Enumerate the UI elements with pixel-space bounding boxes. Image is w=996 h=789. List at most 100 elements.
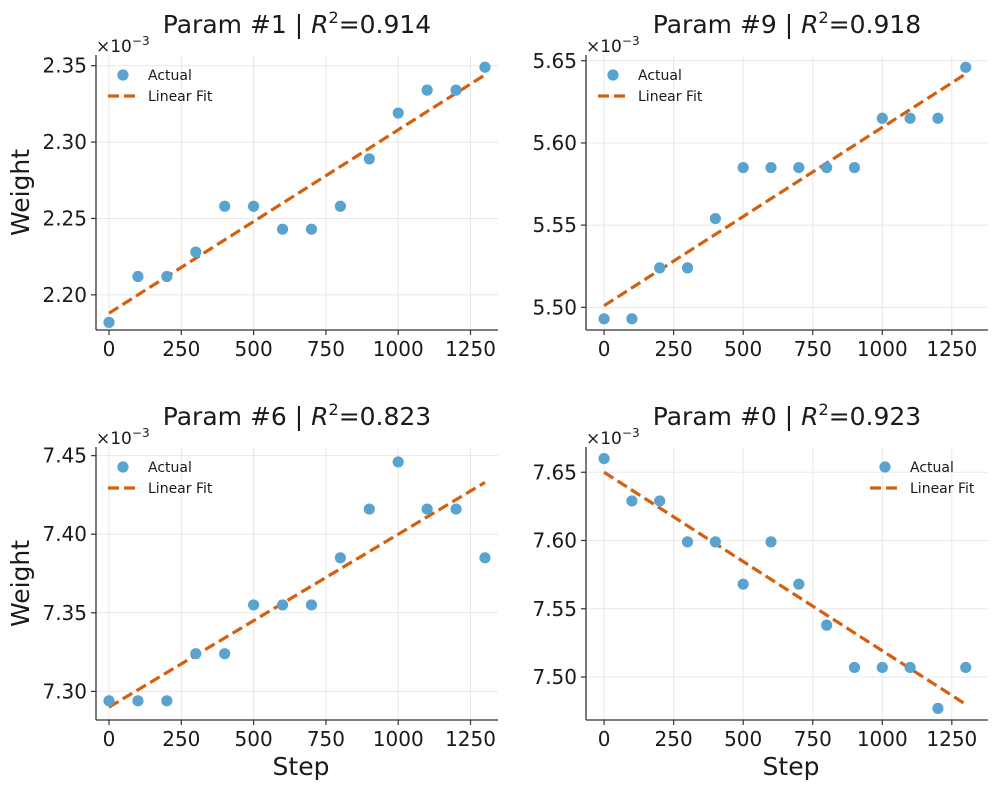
data-point [132, 270, 144, 283]
data-point [821, 619, 833, 631]
data-point [190, 246, 202, 258]
data-point [654, 495, 666, 507]
x-tick-label: 1250 [445, 727, 496, 751]
data-point [932, 702, 944, 714]
data-point [960, 661, 972, 674]
legend: Actual Linear Fit [108, 68, 213, 105]
data-point [876, 112, 888, 124]
data-point [793, 161, 805, 174]
data-point [161, 270, 173, 283]
legend-label-fit: Linear Fit [148, 481, 213, 497]
y-tick-label: 7.45 [42, 444, 87, 468]
data-point [681, 262, 694, 274]
legend-marker-actual [879, 461, 891, 473]
legend-label-actual: Actual [910, 460, 954, 476]
data-point [960, 61, 972, 73]
data-point [904, 112, 916, 124]
data-point [334, 200, 346, 212]
y-tick-label: 5.55 [532, 213, 577, 237]
x-tick-label: 250 [655, 727, 693, 751]
data-point [848, 661, 861, 674]
data-point [450, 84, 462, 96]
data-point [219, 200, 231, 212]
legend-marker-actual [607, 69, 619, 81]
legend-marker-actual [117, 69, 129, 81]
chart-title: Param #1 | R2=0.914 [163, 8, 431, 39]
y-tick-label: 7.30 [42, 679, 87, 703]
x-tick-label: 1000 [857, 337, 908, 361]
data-point [276, 223, 289, 235]
data-point [876, 661, 888, 674]
x-tick-label: 500 [235, 727, 273, 751]
data-point [305, 223, 318, 235]
y-tick-label: 7.60 [532, 529, 577, 553]
data-point [334, 552, 346, 564]
data-point [103, 316, 115, 328]
data-point [190, 648, 202, 660]
y-tick-label: 7.40 [42, 522, 87, 546]
data-point [305, 599, 318, 611]
data-point [248, 200, 260, 212]
y-tick-label: 5.65 [532, 49, 577, 73]
chart-panel-4: 0 250 500 750 1000 1250 7.50 7.55 7.60 7.65 ×10−3 P… [532, 400, 988, 781]
chart-title: Param #9 | R2=0.918 [653, 8, 921, 39]
legend-label-fit: Linear Fit [910, 481, 975, 497]
y-tick-label: 5.60 [532, 131, 577, 155]
data-point [765, 161, 777, 174]
chart-title: Param #6 | R2=0.823 [163, 400, 431, 431]
x-tick-label: 750 [794, 727, 832, 751]
data-point [421, 503, 433, 515]
y-tick-label: 2.25 [42, 206, 87, 230]
data-point [392, 456, 404, 468]
data-point [392, 107, 404, 119]
x-tick-label: 1000 [857, 727, 908, 751]
data-point [654, 262, 666, 274]
x-tick-label: 750 [307, 337, 345, 361]
y-tick-label: 7.50 [532, 665, 577, 689]
legend: Actual Linear Fit [598, 68, 703, 105]
y-offset-label: ×10−3 [586, 34, 640, 57]
y-offset-label: ×10−3 [96, 426, 150, 449]
x-axis-label: Step [273, 752, 330, 781]
legend-label-actual: Actual [638, 68, 682, 84]
chart-panel-3: 0 250 500 750 1000 1250 7.30 7.35 7.40 7.45 ×10−3 P… [6, 400, 498, 781]
data-point [363, 503, 375, 515]
data-point [479, 61, 491, 73]
data-point [793, 578, 805, 590]
data-point [450, 503, 462, 515]
legend-marker-actual [117, 461, 129, 473]
x-tick-label: 0 [103, 337, 116, 361]
data-point [681, 536, 694, 548]
x-tick-label: 750 [307, 727, 345, 751]
x-tick-label: 1250 [926, 727, 977, 751]
data-point [479, 552, 491, 564]
x-tick-label: 1250 [445, 337, 496, 361]
chart-panel-2: 0 250 500 750 1000 1250 5.50 5.55 5.60 5.65 ×10−3 P… [532, 8, 988, 361]
x-tick-label: 1000 [373, 337, 424, 361]
linear-fit-line [108, 73, 486, 315]
x-tick-label: 250 [162, 337, 200, 361]
data-point [421, 84, 433, 96]
legend: Actual Linear Fit [108, 460, 213, 497]
x-tick-label: 0 [103, 727, 116, 751]
y-tick-label: 2.30 [42, 130, 87, 154]
data-point [626, 313, 638, 325]
data-point [161, 695, 173, 707]
data-point [821, 161, 833, 174]
data-point [219, 648, 231, 660]
data-point [709, 212, 721, 225]
y-tick-label: 7.35 [42, 601, 87, 625]
x-tick-label: 0 [598, 727, 611, 751]
y-tick-label: 7.65 [532, 460, 577, 484]
legend-label-fit: Linear Fit [148, 89, 213, 105]
data-point [848, 161, 861, 174]
x-tick-label: 250 [162, 727, 200, 751]
data-point [765, 536, 777, 548]
x-tick-label: 750 [794, 337, 832, 361]
y-tick-label: 7.55 [532, 597, 577, 621]
chart-panel-1: 0 250 500 750 1000 1250 2.20 2.25 2.30 2.35 ×10−3 P… [6, 8, 498, 361]
chart-title: Param #0 | R2=0.923 [653, 400, 921, 431]
data-point [248, 599, 260, 611]
legend-label-actual: Actual [148, 68, 192, 84]
